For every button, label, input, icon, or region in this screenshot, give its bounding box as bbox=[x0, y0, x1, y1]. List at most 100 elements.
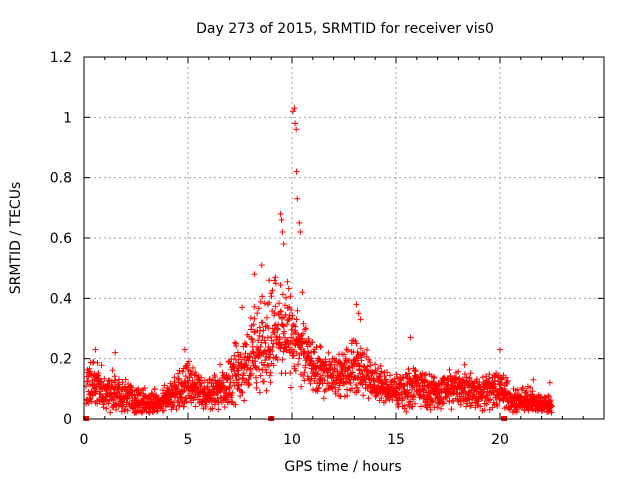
data-point bbox=[294, 195, 301, 202]
data-point bbox=[176, 375, 182, 382]
data-point bbox=[353, 340, 360, 347]
data-point bbox=[301, 377, 308, 384]
data-point bbox=[288, 326, 295, 333]
data-point bbox=[217, 361, 224, 368]
data-point bbox=[86, 365, 93, 372]
data-point bbox=[382, 376, 389, 383]
data-point bbox=[295, 361, 302, 368]
data-point bbox=[355, 310, 362, 317]
data-point bbox=[84, 378, 91, 385]
data-point bbox=[229, 389, 236, 396]
data-point bbox=[307, 380, 314, 387]
data-point bbox=[328, 361, 335, 368]
data-point bbox=[348, 373, 355, 380]
data-point bbox=[434, 404, 441, 411]
data-point bbox=[378, 368, 385, 375]
data-point bbox=[446, 366, 453, 373]
data-point bbox=[263, 387, 270, 394]
data-point bbox=[411, 392, 417, 399]
data-point bbox=[308, 355, 315, 362]
data-point bbox=[251, 303, 258, 310]
data-point bbox=[391, 376, 398, 382]
y-tick-label: 0.2 bbox=[50, 352, 72, 368]
data-point bbox=[407, 334, 414, 341]
data-point bbox=[344, 386, 350, 393]
data-point bbox=[267, 369, 274, 376]
data-point bbox=[548, 397, 554, 404]
data-point bbox=[527, 384, 534, 391]
data-point bbox=[220, 372, 227, 379]
data-point bbox=[358, 354, 365, 361]
data-point bbox=[353, 382, 360, 388]
data-point bbox=[90, 359, 97, 365]
data-point bbox=[296, 219, 303, 226]
data-point bbox=[103, 405, 110, 412]
data-point bbox=[193, 384, 200, 391]
data-point bbox=[524, 392, 531, 399]
data-point bbox=[95, 370, 102, 377]
data-point bbox=[100, 404, 107, 411]
data-point bbox=[255, 337, 261, 344]
data-point bbox=[315, 385, 322, 392]
data-point bbox=[417, 403, 424, 410]
data-point bbox=[256, 332, 263, 339]
data-point bbox=[375, 382, 382, 389]
data-point bbox=[207, 376, 213, 383]
data-point bbox=[529, 388, 536, 395]
data-point bbox=[389, 396, 396, 403]
data-point bbox=[98, 378, 105, 385]
data-point bbox=[530, 376, 537, 383]
data-point bbox=[232, 401, 239, 408]
data-point bbox=[253, 384, 260, 391]
data-point bbox=[160, 407, 167, 414]
data-point bbox=[354, 384, 361, 391]
data-point bbox=[223, 386, 230, 393]
data-point bbox=[107, 409, 114, 416]
data-point bbox=[119, 379, 126, 386]
data-point bbox=[122, 376, 129, 383]
data-point bbox=[256, 389, 263, 396]
data-point bbox=[321, 388, 328, 395]
data-point bbox=[235, 382, 242, 389]
data-point bbox=[364, 346, 370, 353]
data-point bbox=[256, 366, 262, 373]
data-point bbox=[461, 361, 468, 368]
data-point bbox=[279, 356, 286, 363]
data-point bbox=[403, 408, 410, 415]
data-point bbox=[384, 369, 391, 376]
data-point bbox=[266, 299, 273, 306]
y-tick-label: 0.6 bbox=[50, 231, 72, 247]
data-point bbox=[290, 108, 296, 115]
data-point bbox=[276, 300, 282, 307]
data-point bbox=[406, 399, 413, 406]
data-point bbox=[288, 334, 295, 341]
y-axis-label: SRMTID / TECUs bbox=[8, 182, 24, 295]
data-point bbox=[291, 105, 298, 112]
data-point bbox=[148, 390, 155, 397]
data-point bbox=[182, 373, 189, 380]
data-point bbox=[203, 385, 210, 391]
data-point bbox=[483, 401, 490, 408]
data-point bbox=[127, 383, 134, 390]
data-point bbox=[281, 328, 288, 335]
data-point bbox=[278, 216, 285, 223]
data-point bbox=[317, 343, 323, 350]
data-point bbox=[303, 325, 309, 332]
data-point bbox=[193, 372, 200, 378]
data-point bbox=[315, 370, 321, 377]
data-point bbox=[461, 371, 468, 378]
data-point bbox=[412, 400, 418, 407]
chart-title: Day 273 of 2015, SRMTID for receiver vis… bbox=[196, 21, 494, 37]
data-point bbox=[239, 304, 246, 311]
data-point bbox=[260, 327, 267, 334]
data-point bbox=[378, 395, 385, 402]
data-point bbox=[317, 344, 324, 351]
data-point bbox=[481, 407, 488, 414]
data-point bbox=[176, 367, 183, 374]
data-point bbox=[266, 372, 273, 379]
data-point bbox=[266, 277, 273, 284]
data-point bbox=[255, 305, 262, 312]
data-point bbox=[523, 388, 530, 395]
data-point bbox=[379, 380, 386, 386]
data-point bbox=[336, 382, 343, 389]
